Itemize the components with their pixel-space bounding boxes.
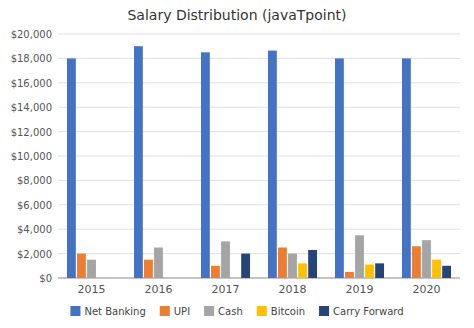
bars [67, 46, 451, 278]
legend-swatch [257, 306, 267, 316]
grid-line [58, 180, 460, 181]
bar [355, 235, 364, 278]
y-tick-label: $8,000 [17, 175, 52, 186]
y-tick-label: $2,000 [17, 249, 52, 260]
y-tick-label: $16,000 [11, 78, 52, 89]
bar [288, 254, 297, 278]
grid-line [58, 253, 460, 254]
grid-line [58, 34, 460, 35]
bar [107, 278, 116, 279]
x-tick-label: 2019 [346, 283, 374, 296]
bar [77, 254, 86, 278]
legend-swatch [70, 306, 80, 316]
chart: Salary Distribution (javaTpoint) $0 $2,000… [0, 0, 474, 328]
bar [221, 241, 230, 278]
x-tick-label: 2015 [78, 283, 106, 296]
x-tick-label: 2020 [413, 283, 441, 296]
grid-line [58, 131, 460, 132]
grid-line [58, 82, 460, 83]
y-tick-label: $6,000 [17, 200, 52, 211]
x-tick-label: 2018 [279, 283, 307, 296]
legend-item: Cash [204, 306, 243, 317]
y-tick-label: $10,000 [11, 151, 52, 162]
legend-label: Net Banking [84, 306, 145, 317]
legend-label: UPI [174, 306, 190, 317]
bar [298, 263, 307, 278]
legend-label: Cash [218, 306, 243, 317]
legend-swatch [319, 306, 329, 316]
y-tick-label: $4,000 [17, 224, 52, 235]
bar [335, 58, 344, 278]
bar [345, 272, 354, 278]
y-tick-label: $18,000 [11, 53, 52, 64]
bar [97, 278, 106, 279]
y-axis: $0 $2,000 $4,000 $6,000 $8,000 $10,000 $12,000… [11, 29, 460, 284]
bar [174, 278, 183, 279]
x-axis: 2015 2016 2017 2018 2019 2020 [78, 283, 441, 296]
x-tick-label: 2016 [145, 283, 173, 296]
bar [422, 240, 431, 278]
y-tick-label: $14,000 [11, 102, 52, 113]
bar [134, 46, 143, 278]
legend-label: Bitcoin [271, 306, 305, 317]
bar [432, 260, 441, 278]
bar [164, 278, 173, 279]
legend-item: UPI [160, 306, 190, 317]
y-tick-label: $12,000 [11, 127, 52, 138]
grid-line [58, 156, 460, 157]
bar [87, 260, 96, 278]
grid-line [58, 204, 460, 205]
bar [442, 266, 451, 278]
x-axis-line [58, 278, 460, 279]
legend-swatch [204, 306, 214, 316]
bar [402, 58, 411, 278]
bar [231, 278, 240, 279]
bar [241, 254, 250, 278]
bar [365, 265, 374, 278]
chart-title: Salary Distribution (javaTpoint) [127, 7, 346, 23]
bar [211, 266, 220, 278]
bar [278, 248, 287, 279]
bar [201, 52, 210, 278]
grid-line [58, 278, 460, 279]
bar [308, 250, 317, 278]
bar [268, 51, 277, 278]
grid-line [58, 58, 460, 59]
bar [375, 263, 384, 278]
legend-item: Bitcoin [257, 306, 305, 317]
legend: Net Banking UPI Cash Bitcoin Carry Forward [70, 306, 403, 317]
bar [154, 248, 163, 279]
x-tick-label: 2017 [212, 283, 240, 296]
y-tick-label: $20,000 [11, 29, 52, 40]
legend-label: Carry Forward [333, 306, 403, 317]
bar [67, 58, 76, 278]
grid-line [58, 107, 460, 108]
legend-swatch [160, 306, 170, 316]
legend-item: Carry Forward [319, 306, 403, 317]
bar [144, 260, 153, 278]
legend-item: Net Banking [70, 306, 145, 317]
y-tick-label: $0 [39, 273, 52, 284]
grid-line [58, 229, 460, 230]
bar [412, 246, 421, 278]
